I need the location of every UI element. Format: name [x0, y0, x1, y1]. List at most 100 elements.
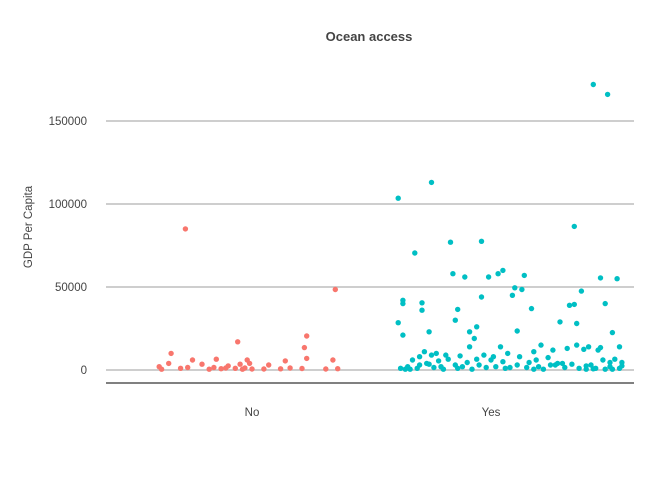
- data-point-yes: [466, 344, 473, 350]
- data-point-no: [206, 366, 212, 372]
- data-point-no: [330, 357, 336, 363]
- data-point-yes: [395, 195, 401, 201]
- data-point-no: [335, 366, 341, 372]
- data-point-yes: [550, 347, 556, 353]
- data-point-no: [287, 365, 293, 371]
- data-point-no: [323, 366, 329, 372]
- data-point-yes: [419, 307, 425, 313]
- data-point-yes: [395, 320, 401, 326]
- data-point-yes: [445, 356, 451, 362]
- data-point-yes: [505, 350, 511, 357]
- data-point-yes: [485, 274, 492, 280]
- data-point-yes: [419, 300, 425, 306]
- data-point-no: [301, 344, 308, 351]
- x-axis-tick-labels: No Yes: [245, 407, 501, 419]
- data-point-yes: [431, 364, 437, 371]
- data-point-yes: [590, 81, 596, 88]
- data-point-no: [225, 363, 231, 369]
- data-point-no: [332, 286, 338, 293]
- data-point-yes: [564, 345, 570, 352]
- y-tick-label: 150000: [49, 116, 87, 128]
- y-tick-label: 100000: [49, 199, 87, 211]
- data-point-yes: [531, 349, 537, 355]
- data-point-yes: [574, 342, 580, 348]
- data-point-yes: [478, 294, 485, 300]
- data-point-yes: [512, 285, 518, 291]
- data-point-yes: [507, 364, 513, 371]
- x-tick-label: Yes: [482, 407, 501, 419]
- data-point-yes: [597, 344, 604, 351]
- data-point-no: [185, 364, 191, 371]
- data-point-yes: [474, 324, 480, 330]
- data-point-yes: [447, 239, 454, 245]
- data-point-yes: [559, 360, 566, 367]
- data-point-yes: [519, 286, 525, 293]
- data-point-yes: [455, 365, 461, 371]
- data-point-yes: [597, 275, 604, 281]
- data-point-yes: [462, 274, 468, 280]
- gridlines: [106, 120, 634, 371]
- data-point-yes: [495, 271, 501, 277]
- data-point-yes: [466, 329, 473, 335]
- data-point-no: [166, 360, 172, 367]
- data-point-yes: [412, 250, 418, 256]
- data-point-yes: [535, 364, 542, 370]
- data-point-no: [237, 361, 243, 367]
- data-point-yes: [516, 354, 523, 360]
- data-point-yes: [409, 357, 416, 363]
- data-point-yes: [407, 366, 413, 372]
- y-tick-label: 50000: [55, 282, 87, 294]
- data-point-yes: [450, 271, 456, 277]
- data-point-yes: [400, 332, 406, 338]
- data-point-yes: [428, 179, 435, 186]
- data-point-yes: [604, 91, 611, 98]
- data-point-yes: [428, 352, 435, 358]
- data-point-yes: [469, 366, 475, 372]
- data-point-yes: [481, 352, 487, 358]
- data-point-yes: [566, 302, 573, 308]
- data-point-yes: [528, 305, 535, 312]
- data-point-yes: [547, 362, 554, 368]
- data-point-yes: [569, 361, 575, 367]
- data-point-no: [168, 350, 174, 357]
- data-point-yes: [562, 364, 568, 371]
- data-point-no: [189, 357, 196, 363]
- data-point-no: [235, 339, 241, 345]
- data-point-yes: [464, 359, 470, 366]
- data-point-yes: [581, 346, 587, 352]
- data-point-yes: [435, 358, 442, 364]
- data-point-no: [249, 366, 255, 372]
- data-point-yes: [557, 319, 563, 325]
- y-tick-label: 0: [81, 365, 87, 377]
- data-point-yes: [478, 238, 485, 244]
- data-point-no: [261, 366, 267, 372]
- data-point-yes: [455, 306, 461, 313]
- data-point-yes: [502, 365, 508, 371]
- data-point-no: [177, 365, 184, 371]
- data-point-yes: [602, 366, 608, 372]
- data-point-no: [242, 365, 248, 371]
- data-point-yes: [574, 320, 580, 327]
- data-point-no: [266, 362, 272, 368]
- data-point-yes: [576, 365, 582, 371]
- data-point-yes: [531, 366, 537, 372]
- data-point-no: [304, 333, 310, 339]
- data-point-yes: [500, 267, 506, 274]
- data-point-yes: [533, 357, 539, 363]
- data-points: [156, 81, 625, 372]
- data-point-yes: [609, 366, 616, 372]
- data-point-yes: [600, 357, 606, 363]
- data-point-yes: [526, 359, 532, 366]
- data-point-yes: [514, 362, 520, 368]
- data-point-yes: [426, 329, 432, 335]
- data-point-yes: [609, 329, 616, 336]
- data-point-yes: [440, 366, 447, 372]
- data-point-yes: [416, 362, 423, 368]
- data-point-yes: [578, 288, 585, 294]
- data-point-no: [299, 365, 305, 372]
- data-point-yes: [583, 363, 589, 369]
- data-point-no: [218, 366, 224, 372]
- data-point-yes: [585, 344, 592, 350]
